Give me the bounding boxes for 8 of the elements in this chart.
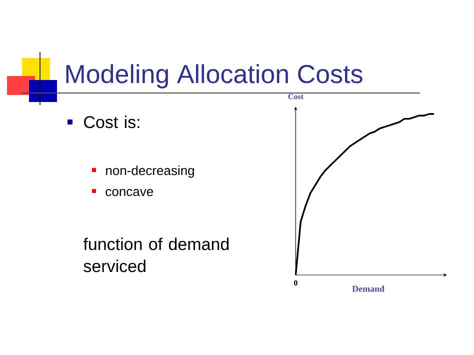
text: non-decreasing [106, 166, 194, 178]
x-axis-title: Demand [352, 286, 384, 292]
text: 0 [294, 280, 298, 286]
text: Cost is: [84, 116, 140, 128]
chart-title: Modeling Allocation Costs [66, 64, 362, 88]
y-axis-title: Cost [288, 94, 304, 100]
text: concave [106, 188, 154, 196]
text: function of demand serviced [83, 238, 229, 272]
